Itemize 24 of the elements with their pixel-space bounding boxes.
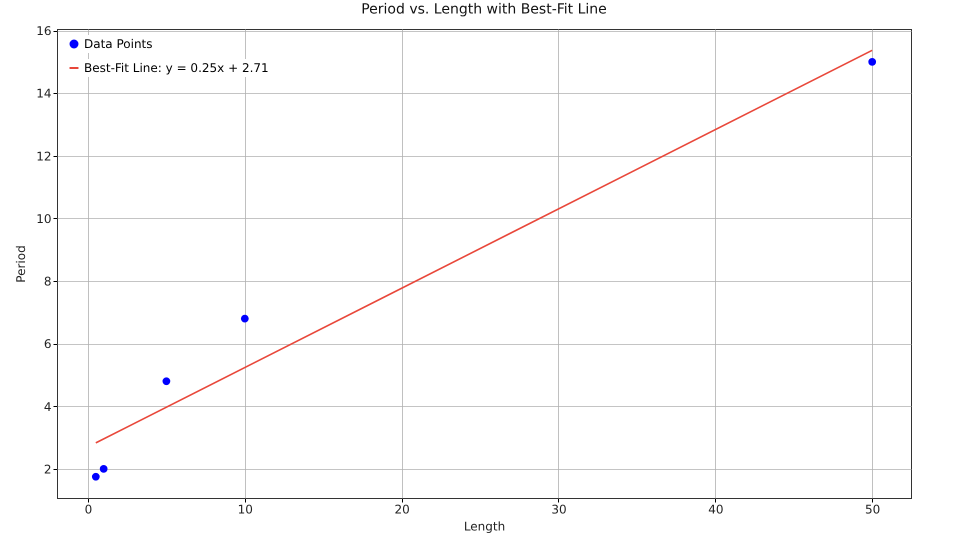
y-tick-label: 2 (44, 462, 52, 476)
point (868, 58, 876, 66)
legend-label: Best-Fit Line: y = 0.25x + 2.71 (84, 61, 269, 75)
x-tick-label: 20 (394, 502, 410, 516)
point (100, 465, 108, 473)
point (240, 314, 249, 322)
x-axis-title: Length (464, 520, 506, 534)
y-tick-label: 12 (36, 149, 52, 164)
x-tick-label: 50 (865, 502, 880, 516)
point (92, 472, 100, 481)
point (162, 377, 170, 386)
x-tick-label: 10 (238, 502, 253, 516)
y-tick-label: 6 (44, 337, 52, 352)
y-tick-label: 8 (44, 274, 52, 289)
x-tick-label: 30 (551, 502, 567, 516)
x-tick-label: 0 (84, 502, 92, 516)
chart-title: Period vs. Length with Best-Fit Line (361, 2, 607, 18)
y-tick-label: 16 (36, 24, 52, 38)
y-axis-title: Period (14, 245, 28, 283)
y-tick-label: 10 (36, 212, 52, 226)
legend-label: Data Points (84, 37, 153, 51)
y-tick-label: 14 (36, 86, 52, 101)
y-tick-label: 4 (44, 400, 52, 414)
x-tick-label: 40 (708, 502, 724, 516)
